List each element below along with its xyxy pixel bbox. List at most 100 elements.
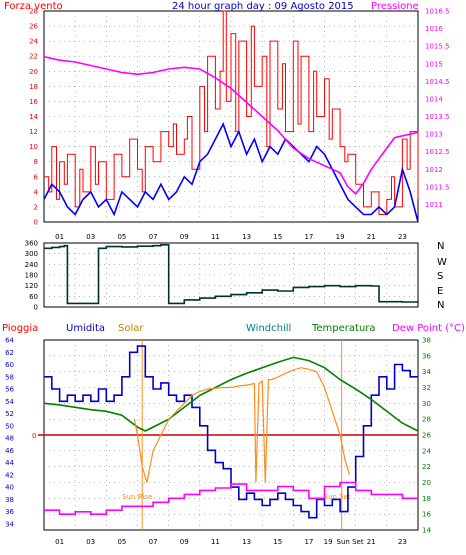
humidity-ytick-2: 38 (5, 496, 14, 504)
wind-ytick-13: 26 (29, 23, 38, 31)
temp-header-label-5: Dew Point (°C) (392, 323, 465, 334)
compass-label-3: E (437, 286, 443, 297)
wind-xtick-1: 03 (86, 233, 95, 241)
temp-header-label-0: Pioggia (2, 323, 38, 334)
wind-ytick-3: 6 (34, 173, 39, 181)
sunrise-label: Sun Rise (122, 493, 152, 501)
wind-xtick-10: 21 (367, 233, 376, 241)
temp-ytick-1: 16 (422, 511, 431, 519)
wind-xtick-0: 01 (55, 233, 64, 241)
temp-xtick-5: 11 (211, 538, 220, 546)
humidity-ytick-3: 40 (5, 484, 14, 492)
wind-left-label: Forza vento (4, 1, 63, 12)
humidity-ytick-9: 52 (5, 410, 14, 418)
compass-label-1: W (437, 257, 447, 268)
wind-ytick-14: 28 (29, 8, 38, 16)
temp-ytick-9: 32 (422, 384, 431, 392)
temp-xtick-9: 19 (324, 538, 333, 546)
chart-title: 24 hour graph day : 09 Agosto 2015 (172, 1, 354, 12)
wind-xtick-11: 23 (398, 233, 407, 241)
humidity-ytick-6: 46 (5, 447, 14, 455)
temp-series-1 (43, 356, 419, 432)
temp-series-3 (133, 367, 350, 483)
temp-header-label-2: Solar (118, 323, 144, 334)
pressure-ytick-0: 1011 (425, 201, 443, 209)
pressure-ytick-2: 1012 (425, 166, 443, 174)
pressure-label: Pressione (371, 1, 419, 12)
temp-ytick-5: 24 (422, 447, 431, 455)
temp-ytick-2: 18 (422, 495, 431, 503)
pressure-ytick-3: 1012.5 (425, 148, 450, 156)
direction-ytick-1: 60 (29, 293, 38, 301)
wind-ytick-9: 18 (29, 83, 38, 91)
temp-xtick-8: 17 (304, 538, 313, 546)
pressure-ytick-5: 1013.5 (425, 113, 450, 121)
direction-ytick-3: 180 (25, 272, 38, 280)
wind-ytick-5: 10 (29, 143, 38, 151)
wind-xtick-8: 17 (304, 233, 313, 241)
temp-ytick-4: 22 (422, 463, 431, 471)
humidity-ytick-8: 50 (5, 422, 14, 430)
pressure-ytick-8: 1015 (425, 60, 443, 68)
humidity-ytick-11: 56 (5, 386, 14, 394)
humidity-ytick-4: 42 (5, 471, 14, 479)
temp-xtick-10: 21 (367, 538, 376, 546)
wind-ytick-6: 12 (29, 128, 38, 136)
compass-label-2: S (437, 271, 443, 282)
wind-xtick-2: 05 (117, 233, 126, 241)
wind-xtick-3: 07 (149, 233, 158, 241)
humidity-ytick-10: 54 (5, 398, 14, 406)
temp-header-label-3: Windchill (246, 323, 291, 334)
direction-ytick-2: 120 (25, 282, 38, 290)
temp-xtick-0: 01 (55, 538, 64, 546)
wind-ytick-10: 20 (29, 68, 38, 76)
humidity-ytick-0: 34 (5, 520, 14, 528)
temp-xtick-6: 13 (242, 538, 251, 546)
temp-header-label-1: Umidita (66, 323, 105, 334)
direction-series-0 (44, 244, 419, 305)
temp-header-label-4: Temperatura (311, 323, 376, 334)
wind-ytick-0: 0 (34, 219, 38, 227)
temp-ytick-7: 28 (422, 416, 431, 424)
temp-xtick-7: 15 (273, 538, 282, 546)
pressure-ytick-11: 1016.5 (425, 8, 450, 16)
pressure-ytick-1: 1011.5 (425, 183, 450, 191)
wind-ytick-11: 22 (29, 53, 38, 61)
direction-ytick-6: 360 (25, 240, 38, 248)
temp-ytick-10: 34 (422, 368, 431, 376)
pressure-ytick-4: 1013 (425, 131, 443, 139)
temp-ytick-0: 14 (422, 527, 431, 535)
temp-xtick-2: 05 (117, 538, 126, 546)
wind-xtick-6: 13 (242, 233, 251, 241)
wind-ytick-12: 24 (29, 38, 38, 46)
compass-label-0: N (437, 241, 444, 252)
wind-xtick-5: 11 (211, 233, 220, 241)
pressure-ytick-7: 1014.5 (425, 78, 450, 86)
wind-series-1 (43, 121, 419, 223)
temp-xtick-4: 09 (180, 538, 189, 546)
pressure-ytick-9: 1015.5 (425, 43, 450, 51)
wind-xtick-4: 09 (180, 233, 189, 241)
wind-series-0 (44, 10, 419, 215)
wind-xtick-7: 15 (273, 233, 282, 241)
compass-label-4: N (437, 300, 444, 311)
humidity-ytick-13: 60 (5, 361, 14, 369)
temp-xtick-3: 07 (149, 538, 158, 546)
humidity-ytick-1: 36 (5, 508, 14, 516)
temp-ytick-8: 30 (422, 400, 431, 408)
pressure-ytick-6: 1014 (425, 95, 443, 103)
wind-series-2 (43, 55, 419, 196)
wind-ytick-4: 8 (34, 158, 38, 166)
temp-series-2 (44, 481, 418, 515)
direction-ytick-4: 240 (25, 261, 38, 269)
wind-ytick-7: 14 (29, 113, 38, 121)
sunset-label: Sun Set (324, 493, 351, 501)
humidity-ytick-15: 64 (5, 337, 14, 345)
pressure-ytick-10: 1016 (425, 25, 443, 33)
humidity-ytick-5: 44 (5, 459, 14, 467)
wind-ytick-2: 4 (34, 188, 39, 196)
temp-ytick-12: 38 (422, 337, 431, 345)
direction-ytick-5: 300 (25, 250, 38, 258)
wind-ytick-8: 16 (29, 98, 38, 106)
